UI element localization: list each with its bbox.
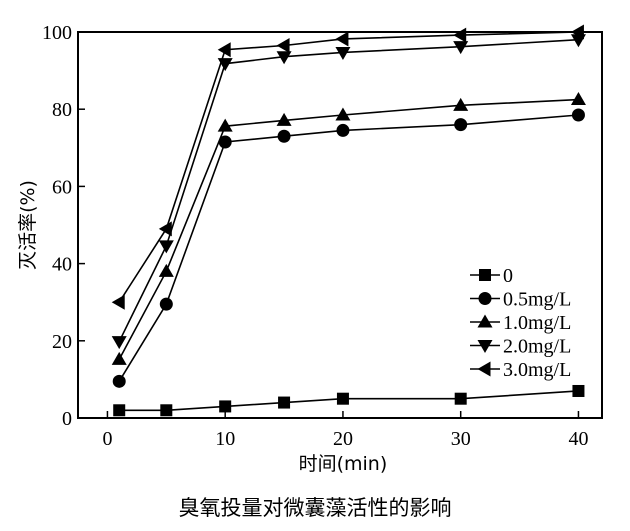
data-point: [276, 112, 292, 126]
data-point: [276, 51, 292, 65]
data-point: [217, 118, 233, 132]
y-tick-label: 0: [62, 408, 72, 430]
data-point: [278, 396, 291, 409]
data-point: [335, 31, 349, 47]
y-axis-label: 灭活率(%): [17, 180, 39, 270]
data-point: [336, 392, 349, 405]
data-point: [113, 404, 126, 417]
data-point: [570, 92, 586, 106]
data-point: [571, 108, 585, 122]
chart: 0 10 20 30 40020406080100时间(min)灭活率(%)00.5mg…: [17, 22, 603, 475]
data-point: [217, 42, 231, 58]
data-point: [335, 107, 351, 121]
data-point: [158, 240, 174, 254]
data-point: [160, 404, 173, 417]
series-line-4: [118, 31, 579, 303]
legend-label: 1.0mg/L: [503, 312, 571, 334]
data-point: [454, 392, 467, 405]
x-tick-label: 10: [215, 428, 235, 450]
data-point: [453, 97, 469, 111]
data-point: [111, 336, 127, 350]
data-point: [572, 384, 585, 397]
y-tick-label: 80: [52, 99, 72, 121]
y-tick-label: 20: [52, 331, 72, 353]
legend-label: 2.0mg/L: [503, 336, 571, 358]
legend-marker: [477, 314, 493, 328]
x-tick-label: 0: [102, 428, 112, 450]
data-point: [218, 135, 232, 149]
data-point: [111, 351, 127, 365]
x-tick-label: 30: [451, 428, 471, 450]
plot-frame: [77, 31, 603, 419]
y-tick-label: 100: [42, 22, 72, 44]
data-point: [277, 129, 291, 143]
x-tick-label: 20: [333, 428, 353, 450]
legend-marker: [477, 340, 493, 353]
legend-marker: [479, 269, 491, 281]
legend-label: 0.5mg/L: [503, 289, 571, 311]
data-point: [336, 123, 350, 137]
figure-caption: 臭氧投量对微囊藻活性的影响: [178, 496, 452, 520]
data-point: [453, 27, 467, 43]
y-tick-label: 40: [52, 254, 72, 276]
legend-marker: [478, 292, 492, 305]
data-point: [159, 297, 173, 311]
data-point: [570, 24, 584, 40]
data-point: [112, 374, 126, 388]
legend-marker: [477, 361, 491, 377]
data-point: [219, 400, 232, 413]
legend-label: 0: [503, 265, 513, 287]
data-point: [276, 38, 290, 54]
x-axis-label: 时间(min): [299, 453, 388, 475]
legend-label: 3.0mg/L: [503, 359, 571, 381]
data-point: [158, 263, 174, 277]
data-point: [158, 221, 172, 237]
data-point: [335, 46, 351, 60]
x-tick-label: 40: [568, 428, 588, 450]
data-point: [453, 41, 469, 55]
y-tick-label: 60: [52, 176, 72, 198]
data-point: [454, 118, 468, 132]
data-point: [111, 294, 125, 310]
